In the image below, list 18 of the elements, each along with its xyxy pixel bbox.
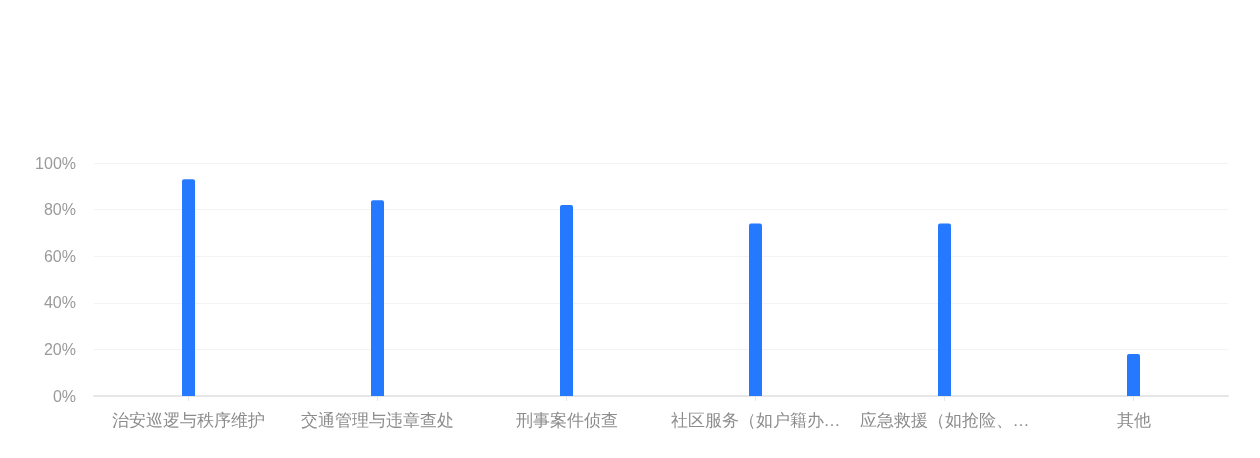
- x-tick-label: 交通管理与违章查处: [301, 411, 454, 430]
- bar: [1127, 354, 1140, 396]
- bar: [560, 204, 573, 396]
- bar: [749, 223, 762, 396]
- y-tick-label: 60%: [43, 247, 76, 265]
- bar: [371, 200, 384, 396]
- bar: [182, 179, 195, 396]
- x-tick-label: 刑事案件侦查: [515, 411, 618, 430]
- y-tick-label: 0%: [52, 387, 76, 405]
- y-tick-label: 40%: [43, 294, 76, 312]
- y-tick-label: 20%: [43, 340, 76, 358]
- x-tick-label: 治安巡逻与秩序维护: [112, 411, 265, 430]
- x-tick-label: 其他: [1116, 411, 1151, 430]
- x-tick-label: 社区服务（如户籍办…: [670, 411, 841, 430]
- y-tick-label: 80%: [43, 201, 76, 219]
- y-tick-label: 100%: [35, 154, 76, 172]
- bar: [938, 223, 951, 396]
- x-tick-label: 应急救援（如抢险、…: [859, 411, 1030, 430]
